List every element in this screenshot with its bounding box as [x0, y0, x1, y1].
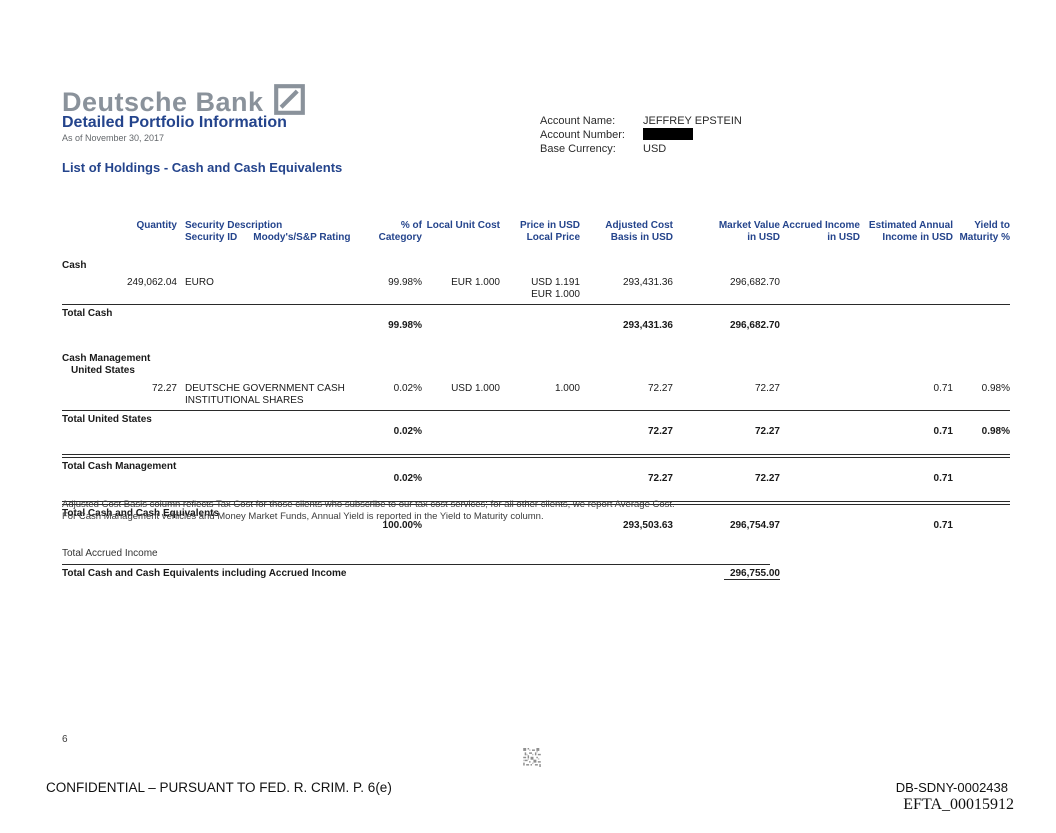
subsection-label-united-states: United States — [71, 365, 135, 376]
cell-pct: 0.02% — [393, 383, 422, 394]
cell-price: USD 1.191 EUR 1.000 — [531, 277, 580, 300]
col-quantity: Quantity — [136, 220, 177, 231]
total-market-value: 72.27 — [754, 425, 780, 437]
total-including-accrued-income-row: Total Cash and Cash Equivalents includin… — [62, 565, 1010, 580]
account-name-row: Account Name: JEFFREY EPSTEIN — [540, 114, 742, 128]
total-united-states-row: Total United States 0.02% 72.27 72.27 0.… — [62, 411, 1010, 437]
cell-local-unit-cost: USD 1.000 — [451, 383, 500, 394]
total-pct: 0.02% — [393, 425, 422, 437]
account-info: Account Name: JEFFREY EPSTEIN Account Nu… — [540, 114, 742, 156]
col-pct-of-category: % of Category — [378, 220, 422, 243]
account-name-value: JEFFREY EPSTEIN — [643, 115, 742, 127]
table-header-row: Quantity Security Description Security I… — [62, 220, 1010, 243]
cell-local-unit-cost: EUR 1.000 — [451, 277, 500, 288]
cell-pct: 99.98% — [388, 277, 422, 288]
cell-quantity: 249,062.04 — [126, 277, 177, 288]
as-of-date: As of November 30, 2017 — [62, 133, 165, 143]
total-label: Total Cash and Cash Equivalents — [62, 508, 220, 519]
brand-row: Deutsche Bank — [62, 84, 305, 120]
cell-quantity: 72.27 — [151, 383, 177, 394]
total-label: Total Cash and Cash Equivalents includin… — [62, 567, 347, 579]
total-adjusted-cost: 293,503.63 — [622, 519, 673, 531]
total-label: Total United States — [62, 414, 152, 425]
bank-name: Deutsche Bank — [62, 86, 264, 117]
account-name-label: Account Name: — [540, 115, 616, 127]
table-row-deutsche-government-cash: 72.27 DEUTSCHE GOVERNMENT CASH INSTITUTIO… — [62, 383, 1010, 406]
base-currency-value: USD — [643, 143, 667, 155]
col-estimated-annual-income: Estimated Annual Income in USD — [868, 220, 953, 243]
holdings-table: Quantity Security Description Security I… — [62, 220, 1010, 580]
footnote-line: For Cash Management vehicles and Money M… — [62, 510, 544, 522]
table-row-euro: 249,062.04 EURO 99.98% EUR 1.000 USD 1.1… — [62, 277, 1010, 300]
total-market-value: 72.27 — [754, 472, 780, 484]
rule-above-total-united-states — [62, 410, 1010, 411]
total-pct: 99.98% — [388, 319, 422, 331]
col-accrued-income: Accrued Income in USD — [782, 220, 860, 243]
cell-adjusted-cost: 293,431.36 — [622, 277, 673, 288]
cell-market-value: 72.27 — [754, 383, 780, 394]
total-estimated-annual-income: 0.71 — [933, 519, 953, 531]
total-label: Total Cash Management — [62, 461, 177, 472]
col-security-description: Security Description Security ID Moody's/… — [185, 220, 351, 243]
cell-yield-to-maturity: 0.98% — [981, 383, 1010, 394]
total-cash-management-row: Total Cash Management 0.02% 72.27 72.27 … — [62, 458, 1010, 484]
total-adjusted-cost: 72.27 — [647, 472, 673, 484]
base-currency-row: Base Currency: USD — [540, 142, 742, 156]
account-number-row: Account Number: — [540, 128, 742, 142]
col-local-unit-cost: Local Unit Cost — [426, 220, 500, 231]
section-label-cash-management: Cash Management — [62, 353, 151, 364]
rule-above-total-cash — [62, 304, 1010, 305]
cell-security-description: EURO — [185, 277, 214, 288]
total-cash-row: Total Cash 99.98% 293,431.36 296,682.70 — [62, 305, 1010, 331]
rule-above-total-cash-management — [62, 454, 1010, 458]
footnotes: Adjusted Cost Basis column reflects Tax … — [62, 499, 675, 522]
col-price-in-usd: Price in USD Local Price — [519, 220, 580, 243]
footnote-line: Adjusted Cost Basis column reflects Tax … — [62, 499, 675, 510]
total-estimated-annual-income: 0.71 — [933, 472, 953, 484]
account-number-redaction-box — [643, 128, 693, 140]
total-label: Total Cash — [62, 308, 113, 319]
total-adjusted-cost: 293,431.36 — [622, 319, 673, 331]
cell-adjusted-cost: 72.27 — [647, 383, 673, 394]
col-yield-to-maturity: Yield to Maturity % — [959, 220, 1010, 243]
section-label-cash: Cash — [62, 260, 87, 271]
section-title: List of Holdings - Cash and Cash Equival… — [62, 160, 343, 175]
total-cash-and-cash-equivalents-row: Total Cash and Cash Equivalents 100.00% … — [62, 505, 1010, 531]
cell-price: 1.000 — [554, 383, 580, 394]
rule-below-total-accrued-income — [62, 563, 770, 565]
total-market-value: 296,754.97 — [729, 519, 780, 531]
base-currency-label: Base Currency: — [540, 143, 616, 155]
account-number-label: Account Number: — [540, 129, 625, 141]
total-accrued-income-label: Total Accrued Income — [62, 548, 158, 559]
total-market-value: 296,682.70 — [729, 319, 780, 331]
rule-above-grand-total — [62, 501, 1010, 505]
total-pct: 0.02% — [393, 472, 422, 484]
cell-security-description: DEUTSCHE GOVERNMENT CASH INSTITUTIONAL SH… — [185, 383, 345, 406]
deutsche-bank-logo-icon — [273, 84, 305, 120]
datamatrix-stamp-icon — [523, 748, 541, 772]
cell-market-value: 296,682.70 — [729, 277, 780, 288]
col-market-value: Market Value in USD — [718, 220, 780, 243]
col-adjusted-cost-basis: Adjusted Cost Basis in USD — [605, 220, 673, 243]
total-adjusted-cost: 72.27 — [647, 425, 673, 437]
total-yield-to-maturity: 0.98% — [981, 425, 1010, 437]
page-number: 6 — [62, 734, 68, 745]
total-pct: 100.00% — [382, 519, 422, 531]
bates-number-efta: EFTA_00015912 — [903, 796, 1014, 813]
confidential-legend: CONFIDENTIAL – PURSUANT TO FED. R. CRIM.… — [46, 780, 392, 795]
report-title: Detailed Portfolio Information — [62, 114, 287, 131]
bates-number-db: DB-SDNY-0002438 — [895, 780, 1008, 795]
cell-estimated-annual-income: 0.71 — [933, 383, 953, 394]
total-market-value: 296,755.00 — [673, 568, 780, 580]
total-estimated-annual-income: 0.71 — [933, 425, 953, 437]
